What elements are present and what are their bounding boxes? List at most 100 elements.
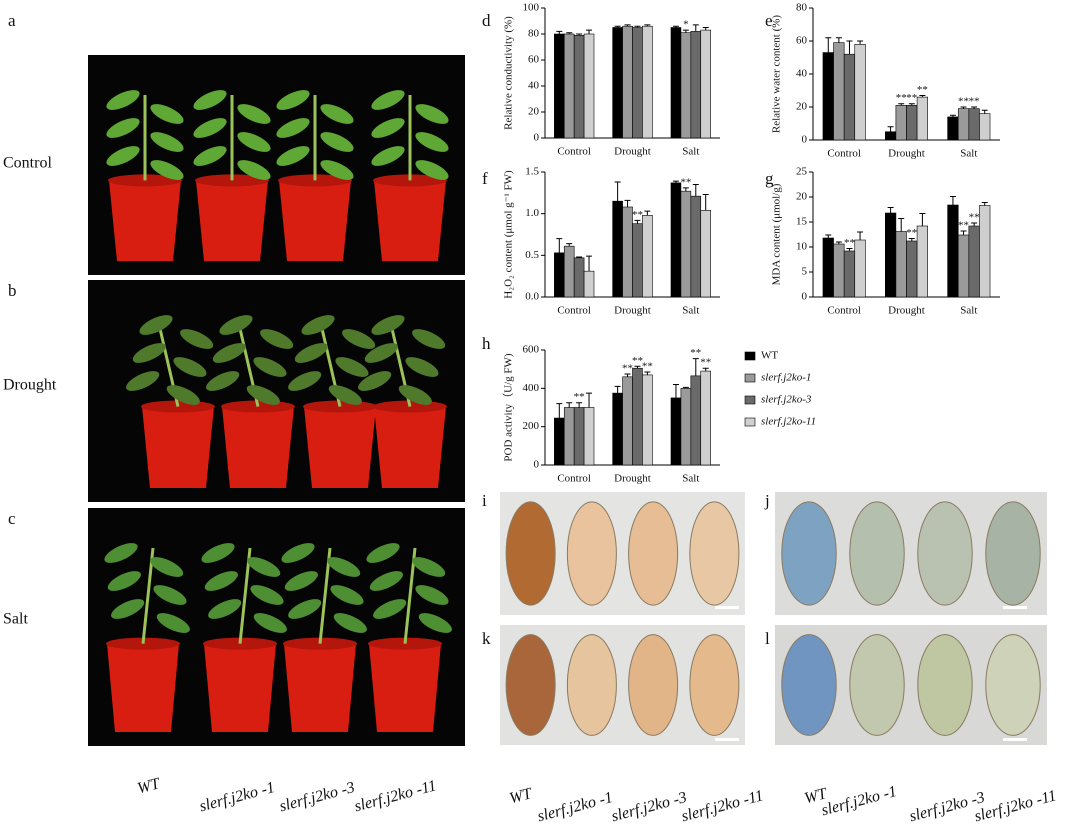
leaf — [405, 357, 439, 377]
y-tick-label: 600 — [523, 344, 540, 356]
error-bar — [682, 187, 689, 192]
y-tick-label: 80 — [528, 28, 540, 40]
leaf — [371, 146, 405, 166]
error-bar — [672, 25, 679, 28]
y-tick-label: 15 — [796, 216, 808, 228]
bar — [833, 42, 845, 141]
bar — [947, 116, 959, 141]
bar — [843, 250, 856, 298]
leaf — [237, 104, 271, 124]
bar — [906, 240, 918, 298]
error-bar — [556, 238, 563, 253]
error-bar — [634, 219, 641, 224]
error-bar — [825, 37, 832, 53]
y-tick-label: 40 — [528, 80, 540, 92]
error-bar — [576, 256, 583, 258]
error-bar — [566, 32, 573, 34]
bar — [632, 27, 643, 139]
error-bar — [971, 106, 978, 109]
significance: ** — [690, 347, 701, 359]
bar — [612, 27, 623, 139]
genotype-label: slerf.j2ko -11 — [680, 787, 766, 825]
bar — [554, 417, 565, 466]
pot — [284, 643, 356, 732]
leaf-stain — [849, 501, 905, 606]
bar — [947, 204, 959, 298]
error-bar — [692, 358, 699, 376]
leaf — [398, 385, 432, 405]
error-bar — [960, 230, 967, 235]
bar — [563, 245, 575, 298]
leaf-stain — [566, 634, 617, 736]
y-tick-label: 1.0 — [525, 207, 539, 219]
error-bar — [846, 40, 853, 55]
leaf — [208, 599, 242, 619]
bar — [895, 231, 907, 298]
bar — [670, 182, 682, 298]
legend-label: slerf.j2ko-3 — [761, 394, 812, 406]
error-bar — [672, 180, 679, 183]
error-bar — [857, 231, 864, 240]
genotype-label: slerf.j2ko -11 — [973, 787, 1059, 825]
bar — [895, 105, 907, 141]
y-tick-label: 20 — [796, 191, 808, 203]
error-bar — [949, 196, 956, 205]
bar — [642, 25, 653, 139]
bar — [554, 33, 565, 139]
bar — [979, 205, 991, 298]
leaf — [150, 104, 184, 124]
bar — [700, 210, 711, 298]
error-bar — [949, 114, 956, 117]
leaf — [104, 543, 138, 563]
leaf — [371, 315, 405, 335]
leaf — [107, 571, 141, 591]
error-bar — [682, 29, 689, 33]
genotype-label: slerf.j2ko -11 — [353, 777, 439, 815]
legend-label: WT — [761, 350, 778, 362]
bar — [632, 367, 643, 466]
y-tick-label: 40 — [796, 68, 808, 80]
genotype-label: WT — [136, 775, 163, 797]
significance: ** — [906, 227, 917, 239]
leaf-stain — [628, 501, 679, 606]
leaf — [342, 329, 376, 349]
y-tick-label: 20 — [796, 101, 808, 113]
leaf — [276, 146, 310, 166]
y-axis-label: Relative conductivity (%) — [503, 16, 515, 130]
bar — [690, 31, 702, 139]
panel-letter: k — [482, 629, 491, 648]
y-tick-label: 0 — [534, 132, 540, 144]
leaf — [139, 315, 173, 335]
genotype-label: slerf.j2ko -1 — [536, 789, 615, 825]
bar — [968, 108, 980, 141]
x-tick-label: Control — [557, 473, 591, 485]
pot — [369, 643, 441, 732]
significance: ** — [958, 96, 969, 108]
y-tick-label: 60 — [796, 35, 808, 47]
error-bar — [960, 106, 967, 109]
bar — [885, 212, 897, 298]
leaf-stain — [781, 634, 837, 736]
error-bar — [624, 24, 631, 27]
genotype-label: slerf.j2ko -3 — [610, 789, 689, 825]
leaf — [106, 118, 140, 138]
genotype-label: slerf.j2ko -3 — [278, 779, 357, 815]
error-bar — [644, 371, 651, 375]
significance: ** — [906, 92, 917, 104]
panel-letter: c — [8, 509, 16, 528]
error-bar — [576, 402, 583, 408]
bar — [583, 33, 595, 139]
leaf — [166, 385, 200, 405]
leaf — [371, 118, 405, 138]
leaf — [206, 371, 240, 391]
scale-bar — [1003, 606, 1027, 609]
leaf — [219, 315, 253, 335]
bar — [854, 239, 866, 298]
error-bar — [586, 392, 593, 408]
x-tick-label: Control — [827, 148, 861, 160]
pot — [304, 406, 376, 488]
leaf — [173, 357, 207, 377]
leaf — [320, 160, 354, 180]
bar — [968, 225, 980, 298]
panel-letter: h — [482, 334, 491, 353]
